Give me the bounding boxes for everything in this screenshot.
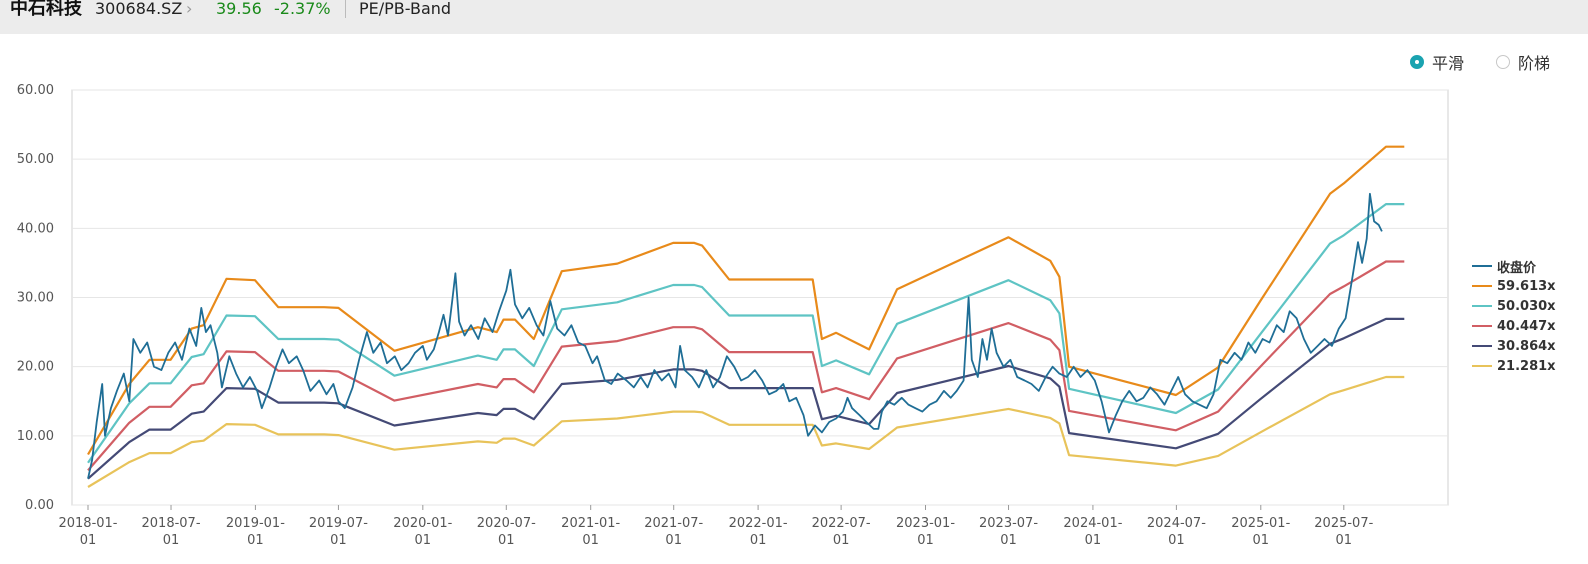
series-line-band	[87, 260, 1405, 472]
stock-price: 39.56	[216, 0, 262, 18]
radio-selected-icon[interactable]	[1410, 55, 1424, 69]
legend-label: 50.030x	[1497, 298, 1556, 314]
legend-item[interactable]: 50.030x	[1472, 296, 1556, 316]
legend-item[interactable]: 收盘价	[1472, 256, 1556, 276]
y-tick-label: 60.00	[17, 83, 54, 98]
band-title: PE/PB-Band	[359, 0, 452, 18]
x-tick-label: 2020-01-	[393, 516, 452, 531]
price-change: -2.37%	[274, 0, 331, 18]
legend-swatch	[1472, 345, 1492, 347]
y-tick-label: 50.00	[17, 152, 54, 167]
legend-swatch	[1472, 365, 1492, 367]
stock-header: 中石科技 300684.SZ › 39.56 -2.37% PE/PB-Band	[0, 0, 1588, 34]
x-tick-label: 2022-07-	[812, 516, 871, 531]
x-tick-label: 01	[1336, 533, 1353, 548]
radio-unselected-icon[interactable]	[1496, 55, 1510, 69]
x-tick-label: 2025-07-	[1314, 516, 1373, 531]
x-tick-label: 2023-01-	[896, 516, 955, 531]
chart-legend: 收盘价 59.613x 50.030x 40.447x 30.864x 21.281x	[1472, 256, 1556, 376]
legend-item[interactable]: 30.864x	[1472, 336, 1556, 356]
series-line-band	[87, 145, 1405, 456]
y-tick-label: 30.00	[17, 291, 54, 306]
legend-item[interactable]: 59.613x	[1472, 276, 1556, 296]
series-line-band	[87, 317, 1405, 480]
mode-step-label: 阶梯	[1518, 54, 1551, 73]
series-line-band	[87, 203, 1405, 464]
stock-name: 中石科技	[10, 0, 82, 19]
x-tick-label: 01	[582, 533, 599, 548]
x-tick-label: 2019-07-	[309, 516, 368, 531]
legend-item[interactable]: 21.281x	[1472, 356, 1556, 376]
x-tick-label: 01	[498, 533, 515, 548]
x-tick-label: 01	[1000, 533, 1017, 548]
x-tick-label: 01	[415, 533, 432, 548]
legend-label: 21.281x	[1497, 358, 1556, 374]
x-tick-label: 2018-07-	[142, 516, 201, 531]
x-tick-label: 01	[1085, 533, 1102, 548]
header-divider	[345, 0, 346, 18]
x-tick-label: 01	[665, 533, 682, 548]
legend-label: 40.447x	[1497, 318, 1556, 334]
chevron-right-icon[interactable]: ›	[186, 0, 193, 18]
x-tick-label: 2024-07-	[1147, 516, 1206, 531]
x-tick-label: 01	[247, 533, 264, 548]
legend-swatch	[1472, 265, 1492, 267]
x-tick-label: 01	[750, 533, 767, 548]
mode-step-option[interactable]: 阶梯	[1496, 50, 1550, 74]
legend-swatch	[1472, 305, 1492, 307]
mode-smooth-label: 平滑	[1432, 54, 1465, 73]
x-tick-label: 2018-01-	[58, 516, 117, 531]
legend-label: 30.864x	[1497, 338, 1556, 354]
x-tick-label: 2025-01-	[1231, 516, 1290, 531]
x-tick-label: 01	[163, 533, 180, 548]
series-line-band	[87, 375, 1405, 488]
x-tick-label: 01	[1168, 533, 1185, 548]
y-tick-label: 0.00	[25, 498, 54, 513]
y-tick-label: 20.00	[17, 360, 54, 375]
legend-swatch	[1472, 285, 1492, 287]
mode-smooth-option[interactable]: 平滑	[1410, 50, 1464, 74]
x-tick-label: 01	[833, 533, 850, 548]
x-tick-label: 2023-07-	[979, 516, 1038, 531]
x-tick-label: 2019-01-	[226, 516, 285, 531]
stock-code[interactable]: 300684.SZ	[95, 0, 183, 18]
legend-label: 收盘价	[1497, 260, 1537, 276]
legend-swatch	[1472, 325, 1492, 327]
x-tick-label: 01	[1253, 533, 1270, 548]
x-tick-label: 2020-07-	[477, 516, 536, 531]
x-tick-label: 2024-01-	[1063, 516, 1122, 531]
x-tick-label: 2021-01-	[561, 516, 620, 531]
y-tick-label: 40.00	[17, 221, 54, 236]
x-tick-label: 01	[917, 533, 934, 548]
x-tick-label: 2021-07-	[644, 516, 703, 531]
x-tick-label: 01	[80, 533, 97, 548]
legend-item[interactable]: 40.447x	[1472, 316, 1556, 336]
legend-label: 59.613x	[1497, 278, 1556, 294]
x-tick-label: 2022-01-	[729, 516, 788, 531]
y-tick-label: 10.00	[17, 429, 54, 444]
series-line-close-price	[87, 192, 1383, 479]
x-tick-label: 01	[330, 533, 347, 548]
